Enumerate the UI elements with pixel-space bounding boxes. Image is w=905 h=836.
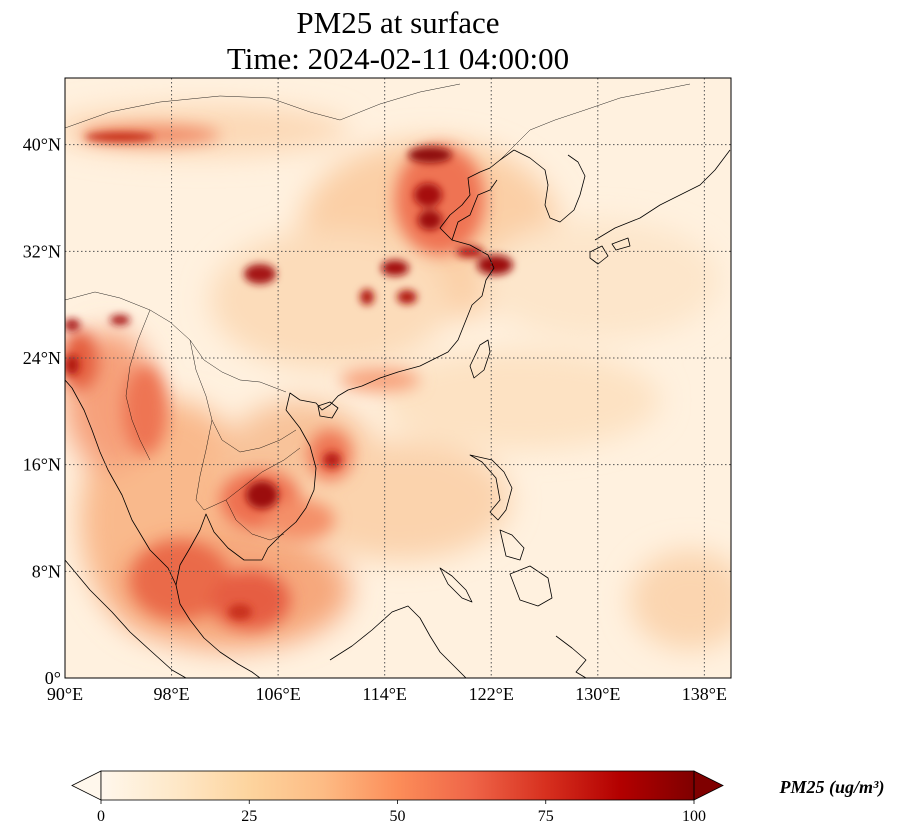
lat-tick-label: 0°: [45, 668, 61, 688]
lat-tick-label: 32°N: [23, 241, 61, 261]
colorbar-extend-low: [71, 770, 102, 801]
colorbar-extend-high: [693, 770, 724, 801]
philippines-mindanao: [509, 565, 553, 607]
latitude-tick-labels: 0° 8°N 16°N 24°N 32°N 40°N: [23, 135, 61, 688]
map-title: PM25 at surface: [296, 5, 500, 40]
japan-honshu: [594, 149, 731, 241]
palawan: [439, 567, 473, 603]
pm25-high-layer: [65, 132, 513, 620]
colorbar-tick-label: 75: [538, 808, 554, 825]
lat-tick-label: 16°N: [23, 455, 61, 475]
map-frame: [64, 77, 732, 679]
china-coast: [285, 179, 498, 411]
lat-tick-label: 24°N: [23, 348, 61, 368]
malay-peninsula: [179, 603, 261, 678]
gridlines: [65, 78, 731, 678]
philippines-luzon: [469, 454, 513, 521]
lon-tick-label: 90°E: [47, 684, 83, 704]
philippines-visayas: [499, 529, 525, 561]
colorbar-tick-label: 0: [97, 808, 105, 825]
lat-tick-label: 40°N: [23, 135, 61, 155]
lon-tick-label: 130°E: [575, 684, 620, 704]
country-borders: [65, 83, 691, 541]
lon-tick-label: 114°E: [362, 684, 407, 704]
japan-kyushu: [589, 245, 609, 265]
sulawesi: [555, 635, 587, 678]
bohai-coast: [439, 149, 515, 241]
borneo-north: [329, 605, 467, 678]
colorbar-tick-label: 25: [241, 808, 257, 825]
lon-tick-label: 106°E: [256, 684, 301, 704]
colorbar-tick-label: 100: [682, 808, 706, 825]
taiwan-island: [469, 339, 491, 379]
colorbar-gradient: [101, 771, 694, 800]
japan-shikoku: [611, 237, 631, 251]
map-subtitle-time: Time: 2024-02-11 04:00:00: [226, 41, 570, 76]
longitude-tick-labels: 90°E 98°E 106°E 114°E 122°E 130°E 138°E: [47, 684, 727, 704]
lon-tick-label: 98°E: [153, 684, 189, 704]
lon-tick-label: 138°E: [682, 684, 727, 704]
korea-coast: [513, 149, 586, 223]
colorbar-tick-label: 50: [390, 808, 406, 825]
vietnam-coast: [261, 409, 317, 561]
hainan-island: [317, 401, 339, 419]
lon-tick-label: 122°E: [469, 684, 514, 704]
pm25-field: [65, 78, 731, 678]
coastlines: [65, 149, 731, 678]
colorbar-ticks: 0 25 50 75 100: [97, 800, 706, 825]
colorbar-title: PM25 (ug/m³): [779, 777, 885, 798]
lat-tick-label: 8°N: [32, 561, 61, 581]
colorbar: 0 25 50 75 100 PM25 (ug/m³): [71, 770, 885, 825]
gulf-thailand: [175, 513, 262, 605]
myanmar-coast: [65, 379, 177, 586]
